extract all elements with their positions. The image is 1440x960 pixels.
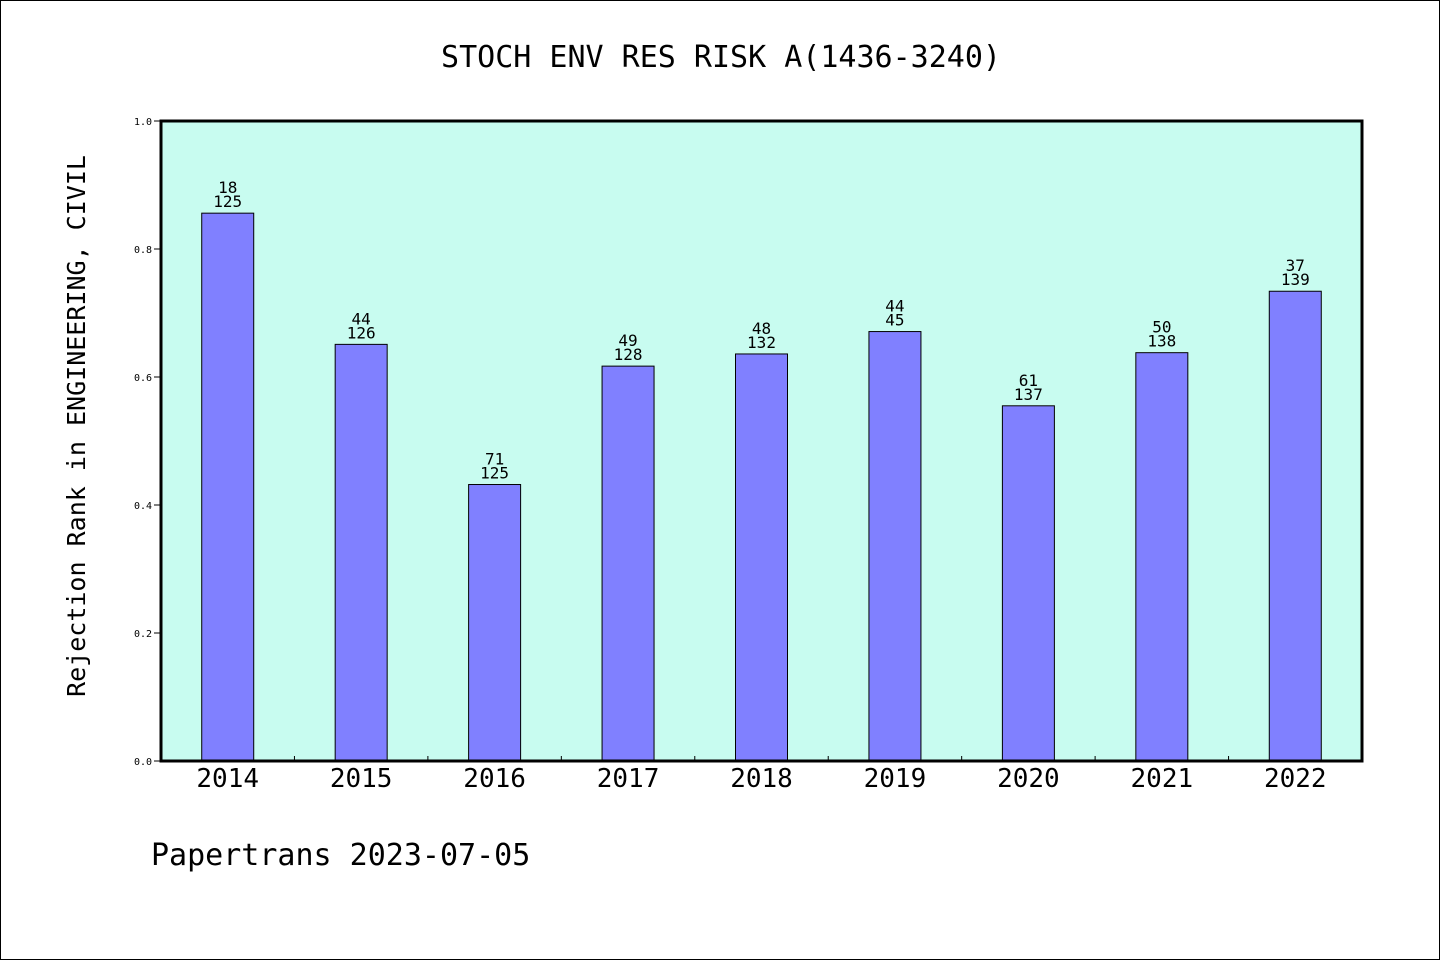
bar-data-labels: 1812544126711254912848132444561137501383…: [213, 178, 1309, 482]
y-axis-label: Rejection Rank in ENGINEERING, CIVIL: [62, 155, 91, 697]
y-tick-label: 0.2: [134, 629, 152, 640]
bar-label-top: 37: [1286, 256, 1305, 275]
bar-label-bottom: 137: [1014, 385, 1043, 404]
x-tick-label: 2016: [463, 764, 526, 794]
bar-label-bottom: 138: [1147, 332, 1176, 351]
y-tick-label: 0.0: [134, 757, 152, 768]
bar-label-bottom: 125: [213, 192, 242, 211]
bar-label-top: 49: [618, 331, 637, 350]
x-tick-label: 2022: [1264, 764, 1327, 794]
y-tick-label: 0.4: [134, 501, 152, 512]
y-tick-label: 0.8: [134, 245, 152, 256]
bar-label-top: 50: [1152, 318, 1171, 337]
x-tick-label: 2021: [1131, 764, 1194, 794]
bar-label-top: 61: [1019, 371, 1038, 390]
bar-2016: [468, 484, 522, 762]
bar-label-top: 71: [485, 450, 504, 469]
bar-2017: [601, 365, 655, 762]
bar-label-top: 18: [218, 178, 237, 197]
x-tick-label: 2018: [730, 764, 793, 794]
bar-2018: [735, 353, 788, 762]
bar-2022: [1268, 290, 1322, 762]
bar-series: [201, 212, 1322, 762]
bar-2014: [201, 212, 255, 762]
bar-2015: [334, 343, 388, 762]
bar-label-top: 44: [352, 309, 371, 328]
bar-2019: [868, 331, 922, 762]
x-tick-label: 2020: [997, 764, 1060, 794]
bar-label-bottom: 45: [885, 311, 904, 330]
bar-label-bottom: 125: [480, 464, 509, 483]
x-tick-label: 2019: [864, 764, 927, 794]
bar-label-bottom: 139: [1281, 270, 1310, 289]
bar-label-top: 44: [885, 297, 904, 316]
chart-title: STOCH ENV RES RISK A(1436-3240): [441, 40, 1001, 75]
bar-label-bottom: 126: [347, 323, 376, 342]
bar-2021: [1135, 352, 1189, 762]
plot-border: [159, 119, 1364, 763]
bar-label-top: 48: [752, 319, 771, 338]
y-tick-label: 1.0: [134, 117, 152, 128]
bar-2020: [1001, 405, 1055, 762]
x-tick-label: 2017: [597, 764, 660, 794]
y-axis: 0.0 0.2 0.4 0.6 0.8 1.0: [134, 117, 161, 768]
bar-label-bottom: 128: [614, 345, 643, 364]
footer-text: Papertrans 2023-07-05: [151, 838, 530, 873]
bar-label-bottom: 132: [747, 333, 776, 352]
x-tick-label: 2014: [196, 764, 259, 794]
y-tick-label: 0.6: [134, 373, 152, 384]
x-axis: 2014 2015 2016 2017 2018 2019 2020 2021 2022: [196, 756, 1327, 794]
x-tick-label: 2015: [330, 764, 393, 794]
